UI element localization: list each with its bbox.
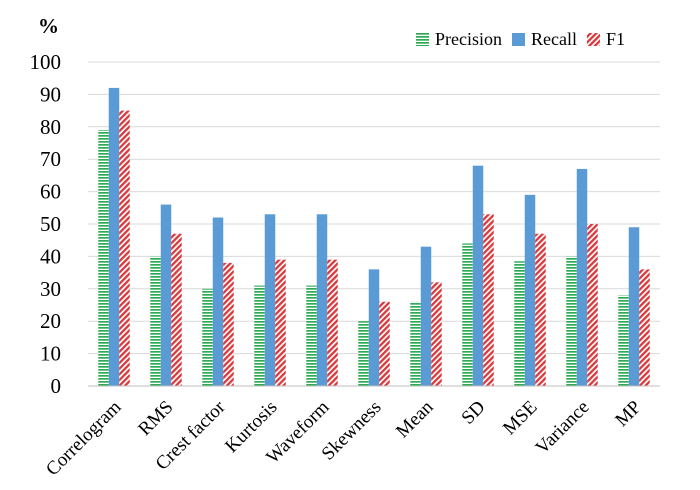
y-unit-label: % — [38, 14, 59, 38]
bar-recall — [316, 214, 328, 386]
x-tick-label: Variance — [532, 397, 594, 459]
bar-f1 — [587, 224, 598, 386]
y-tick-label: 20 — [40, 309, 61, 333]
y-tick-label: 50 — [40, 212, 61, 236]
legend-swatch — [586, 33, 600, 46]
y-tick-label: 80 — [40, 115, 61, 139]
y-tick-label: 10 — [40, 342, 61, 366]
x-tick-label: RMS — [134, 397, 177, 440]
legend-label: Recall — [531, 29, 577, 49]
x-tick-label: SD — [458, 397, 490, 429]
bar-precision — [410, 301, 421, 386]
legend-label: Precision — [435, 29, 502, 49]
bar-precision — [566, 256, 577, 386]
bar-recall — [576, 168, 588, 386]
bar-f1 — [535, 233, 546, 386]
bar-recall — [472, 165, 484, 386]
bar-precision — [306, 285, 317, 386]
bar-recall — [212, 217, 224, 386]
bar-recall — [160, 204, 172, 386]
y-tick-label: 70 — [40, 147, 61, 171]
bar-precision — [202, 288, 213, 386]
bar-precision — [254, 285, 265, 386]
y-axis-ticks: 0 10 20 30 40 50 60 70 80 90 100 — [30, 50, 62, 398]
bar-f1 — [639, 269, 650, 386]
y-tick-label: 60 — [40, 180, 61, 204]
bar-recall — [420, 246, 432, 386]
bar-f1 — [119, 110, 130, 386]
x-tick-label: Correlogram — [42, 397, 126, 481]
bar-f1 — [223, 262, 234, 386]
bar-recall — [628, 227, 640, 386]
bar-recall — [524, 194, 536, 386]
bar-f1 — [171, 233, 182, 386]
bar-recall — [264, 214, 276, 386]
y-tick-label: 0 — [51, 374, 62, 398]
x-tick-label: MP — [611, 397, 645, 431]
bar-f1 — [483, 214, 494, 386]
bar-precision — [98, 130, 109, 386]
y-tick-label: 30 — [40, 277, 61, 301]
x-tick-label: MSE — [499, 397, 541, 439]
bar-f1 — [379, 301, 390, 386]
bars — [98, 87, 650, 387]
legend: Precision Recall F1 — [416, 29, 625, 49]
bar-precision — [514, 261, 525, 386]
bar-precision — [358, 321, 369, 386]
legend-swatch — [416, 33, 429, 46]
bar-recall — [108, 87, 120, 387]
y-tick-label: 40 — [40, 244, 61, 268]
bar-precision — [618, 295, 629, 386]
bar-f1 — [275, 259, 286, 386]
y-tick-label: 90 — [40, 82, 61, 106]
bar-precision — [150, 256, 161, 386]
gridlines — [88, 61, 660, 355]
x-tick-label: Mean — [392, 396, 438, 442]
y-tick-label: 100 — [30, 50, 62, 74]
bar-f1 — [431, 282, 442, 386]
legend-swatch — [512, 33, 525, 46]
bar-recall — [368, 269, 380, 386]
bar-f1 — [327, 259, 338, 386]
legend-label: F1 — [606, 29, 625, 49]
bar-precision — [462, 243, 473, 386]
